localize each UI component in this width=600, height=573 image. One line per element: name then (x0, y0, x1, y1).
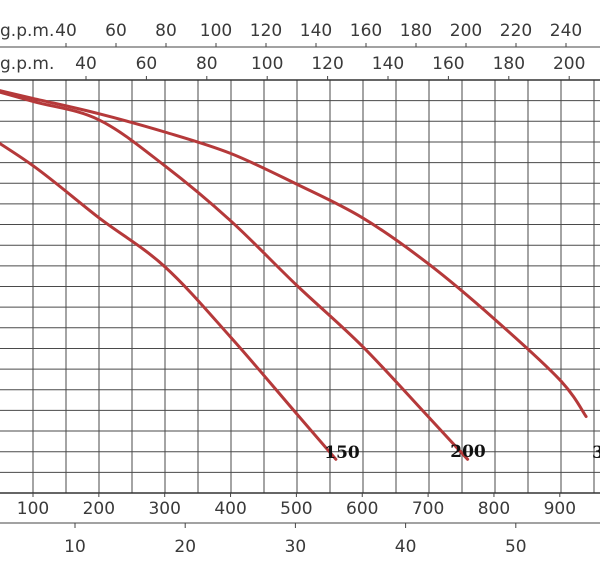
curve-label-150: 150 (324, 443, 360, 463)
bottom-axis-1-tick-label: 700 (412, 499, 444, 519)
curve-150 (0, 141, 338, 461)
top-axis-1-tick-label: 100 (200, 21, 232, 41)
top-axis-1-tick-label: 180 (400, 21, 432, 41)
bottom-axis-1-tick-label: 500 (280, 499, 312, 519)
top-axis-1-tick-label: 40 (55, 21, 77, 41)
top-axis-2-tick-label: 200 (553, 54, 585, 74)
top-axis-2: g.p.m. 40 60 80 100 120 140 160 180 200 (0, 54, 585, 80)
bottom-axis-1-tick-label: 800 (478, 499, 510, 519)
top-axis-1-tick-label: 220 (500, 21, 532, 41)
top-axis-2-tick-label: 100 (251, 54, 283, 74)
top-axis-2-tick-label: 140 (372, 54, 404, 74)
top-axis-2-tick-label: 160 (432, 54, 464, 74)
top-axis-1-tick-label: 200 (450, 21, 482, 41)
top-axis-2-tick-label: 80 (196, 54, 218, 74)
bottom-axis-2-tick-label: 20 (174, 537, 196, 557)
bottom-axis-1-tick-label: 300 (148, 499, 180, 519)
curve-200 (0, 90, 470, 461)
top-axis-1-tick-label: 80 (155, 21, 177, 41)
top-axis-1: g.p.m. 40 60 80 100 120 140 160 180 200 220 240 (0, 21, 600, 48)
top-axis-2-unit: g.p.m. (0, 54, 54, 74)
bottom-axis-1-tick-label: 600 (346, 499, 378, 519)
top-axis-1-tick-label: 60 (105, 21, 127, 41)
curve-label-300: 3 (592, 443, 600, 463)
top-axis-2-tick-label: 40 (75, 54, 97, 74)
bottom-axis-2: 10203040500 (64, 523, 527, 557)
curve-label-200: 200 (450, 442, 486, 462)
bottom-axis-1-tick-label: 100 (17, 499, 49, 519)
top-axis-1-tick-label: 240 (550, 21, 582, 41)
bottom-axis-1: 1002003004005006007008009000 (0, 493, 600, 524)
bottom-axis-2-tick-label: 40 (395, 537, 417, 557)
grid (0, 79, 600, 494)
top-axis-1-unit: g.p.m. (0, 21, 54, 41)
bottom-axis-2-tick-label: 50 (505, 537, 527, 557)
curves: 150 200 3 (0, 89, 600, 463)
top-axis-1-tick-label: 160 (350, 21, 382, 41)
bottom-axis-2-tick-label: 10 (64, 537, 86, 557)
curve-300 (0, 89, 588, 418)
top-axis-2-tick-label: 60 (136, 54, 158, 74)
bottom-axis-1-tick-label: 200 (83, 499, 115, 519)
top-axis-1-tick-label: 140 (300, 21, 332, 41)
top-axis-1-tick-label: 120 (250, 21, 282, 41)
top-axis-2-tick-label: 180 (493, 54, 525, 74)
bottom-axis-1-tick-label: 400 (214, 499, 246, 519)
bottom-axis-1-tick-label: 900 (544, 499, 576, 519)
bottom-axis-2-tick-label: 30 (285, 537, 307, 557)
top-axis-2-tick-label: 120 (311, 54, 343, 74)
